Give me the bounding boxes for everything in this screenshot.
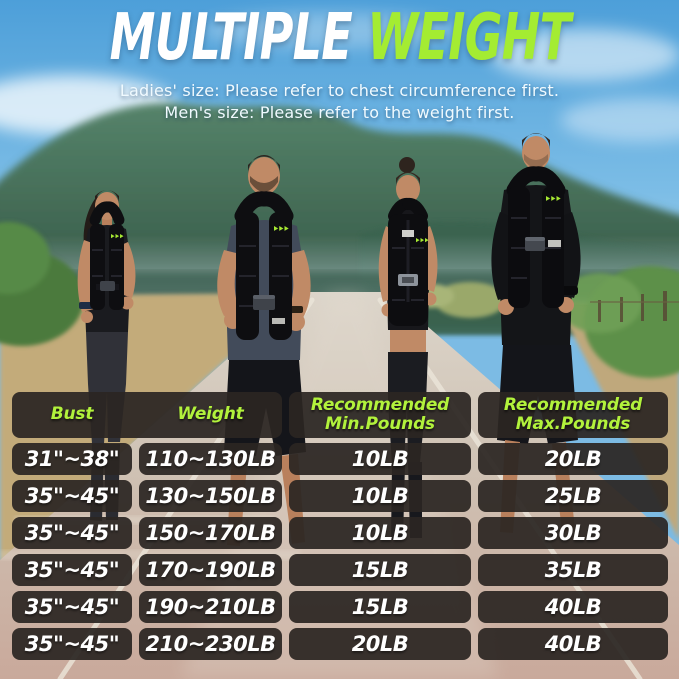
col-header-max-pounds: Recommended Max.Pounds bbox=[478, 392, 668, 438]
table-row: 35"~45" 210~230LB 20LB 40LB bbox=[12, 628, 668, 660]
title-word-weight: WEIGHT bbox=[366, 1, 571, 75]
hair-bun bbox=[399, 157, 415, 173]
sizing-instructions: Ladies' size: Please refer to chest circ… bbox=[0, 80, 679, 124]
cell-bust: 35"~45" bbox=[12, 517, 132, 549]
weighted-vest bbox=[506, 166, 566, 308]
stubble bbox=[524, 154, 548, 168]
cell-weight: 210~230LB bbox=[139, 628, 282, 660]
vest-buckle bbox=[100, 281, 115, 291]
col-header-bust: Bust bbox=[50, 404, 94, 425]
title-word-multiple: MULTIPLE bbox=[109, 1, 352, 75]
cell-weight: 190~210LB bbox=[139, 591, 282, 623]
runner-man-center bbox=[217, 155, 311, 546]
table-header-row: Bust Weight Recommended Min.Pounds Recom… bbox=[12, 392, 668, 438]
cell-weight: 130~150LB bbox=[139, 480, 282, 512]
table-row: 35"~45" 190~210LB 15LB 40LB bbox=[12, 591, 668, 623]
watch bbox=[79, 302, 93, 309]
fence-posts bbox=[590, 291, 679, 322]
header-bust-weight-group: Bust Weight bbox=[12, 392, 282, 438]
left-bush bbox=[0, 222, 84, 346]
page-title: MULTIPLE WEIGHT bbox=[0, 6, 679, 70]
cell-bust: 35"~45" bbox=[12, 480, 132, 512]
beard bbox=[250, 176, 278, 192]
cell-min-pounds: 20LB bbox=[289, 628, 471, 660]
cell-max-pounds: 25LB bbox=[478, 480, 668, 512]
cell-min-pounds: 10LB bbox=[289, 443, 471, 475]
table-row: 35"~45" 170~190LB 15LB 35LB bbox=[12, 554, 668, 586]
weighted-vest bbox=[89, 201, 125, 310]
cell-weight: 150~170LB bbox=[139, 517, 282, 549]
cell-min-pounds: 10LB bbox=[289, 480, 471, 512]
table-row: 35"~45" 150~170LB 10LB 30LB bbox=[12, 517, 668, 549]
vest-label bbox=[548, 240, 561, 247]
vest-label bbox=[272, 318, 285, 324]
cell-min-pounds: 15LB bbox=[289, 554, 471, 586]
table-row: 35"~45" 130~150LB 10LB 25LB bbox=[12, 480, 668, 512]
col-header-min-pounds: Recommended Min.Pounds bbox=[289, 392, 471, 438]
cell-weight: 110~130LB bbox=[139, 443, 282, 475]
cell-max-pounds: 40LB bbox=[478, 591, 668, 623]
vest-clip bbox=[402, 230, 414, 237]
cell-min-pounds: 10LB bbox=[289, 517, 471, 549]
cell-bust: 31"~38" bbox=[12, 443, 132, 475]
cell-max-pounds: 35LB bbox=[478, 554, 668, 586]
cell-bust: 35"~45" bbox=[12, 591, 132, 623]
midriff bbox=[390, 330, 426, 352]
ladies-size-note: Ladies' size: Please refer to chest circ… bbox=[119, 81, 560, 100]
cell-min-pounds: 15LB bbox=[289, 591, 471, 623]
mens-size-note: Men's size: Please refer to the weight f… bbox=[164, 103, 515, 122]
cell-weight: 170~190LB bbox=[139, 554, 282, 586]
weighted-vest bbox=[388, 197, 429, 326]
weighted-vest bbox=[234, 191, 294, 340]
cell-max-pounds: 40LB bbox=[478, 628, 668, 660]
size-chart-table: Bust Weight Recommended Min.Pounds Recom… bbox=[12, 392, 668, 660]
col-header-weight: Weight bbox=[177, 404, 244, 425]
cell-bust: 35"~45" bbox=[12, 554, 132, 586]
watch bbox=[561, 286, 578, 295]
cell-max-pounds: 30LB bbox=[478, 517, 668, 549]
cell-bust: 35"~45" bbox=[12, 628, 132, 660]
table-row: 31"~38" 110~130LB 10LB 20LB bbox=[12, 443, 668, 475]
cell-max-pounds: 20LB bbox=[478, 443, 668, 475]
